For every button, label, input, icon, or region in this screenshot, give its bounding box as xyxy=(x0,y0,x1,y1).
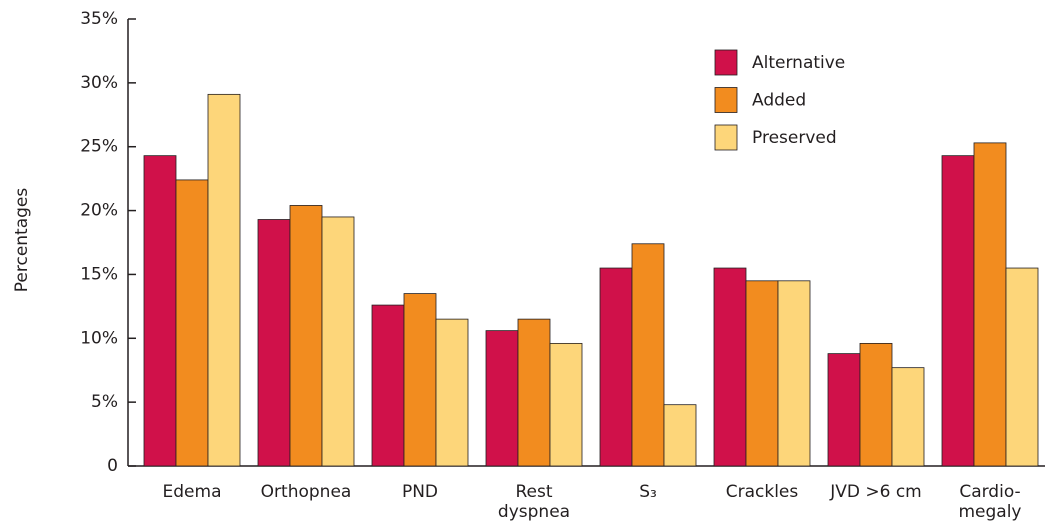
x-tick-label: Cardio-megaly xyxy=(958,482,1022,522)
bar xyxy=(631,243,665,467)
bar xyxy=(549,342,583,467)
bar xyxy=(973,142,1007,467)
bar xyxy=(435,318,469,467)
y-tick-label: 5% xyxy=(91,392,118,412)
bar xyxy=(321,216,355,467)
bar xyxy=(859,342,893,467)
bar xyxy=(371,304,405,467)
x-tick-label: Orthopnea xyxy=(260,482,352,502)
bar xyxy=(663,404,697,467)
bar xyxy=(257,219,291,467)
bar xyxy=(289,205,323,467)
bar xyxy=(745,280,779,467)
bar xyxy=(143,155,177,467)
bar xyxy=(175,179,209,467)
bar xyxy=(517,318,551,467)
x-tick-label: Rest dyspnea xyxy=(497,482,571,522)
x-tick-label: Edema xyxy=(162,482,222,502)
y-tick-label: 25% xyxy=(80,137,118,157)
bar xyxy=(941,155,975,467)
legend-swatch xyxy=(714,124,738,151)
bar xyxy=(777,280,811,467)
bar xyxy=(891,367,925,467)
bar xyxy=(207,93,241,467)
y-tick-label: 20% xyxy=(80,201,118,221)
bar xyxy=(599,267,633,467)
x-tick-label: S₃ xyxy=(639,482,657,502)
bar xyxy=(485,330,519,467)
legend-label: Preserved xyxy=(752,128,837,148)
y-tick-label: 0 xyxy=(107,456,118,476)
x-tick-label: Crackles xyxy=(725,482,799,502)
bar xyxy=(713,267,747,467)
legend-swatch xyxy=(714,49,738,76)
bar xyxy=(1005,267,1039,467)
y-tick-label: 10% xyxy=(80,328,118,348)
x-tick-label: PND xyxy=(401,482,439,502)
legend-label: Added xyxy=(752,91,806,111)
x-tick-label: JVD >6 cm xyxy=(830,482,922,502)
bar xyxy=(827,353,861,467)
y-tick-label: 15% xyxy=(80,264,118,284)
bar xyxy=(403,293,437,467)
y-tick-label: 30% xyxy=(80,73,118,93)
legend-swatch xyxy=(714,87,738,113)
y-axis-label: Percentages xyxy=(12,188,32,293)
legend-label: Alternative xyxy=(752,53,845,73)
y-tick-label: 35% xyxy=(80,9,118,29)
